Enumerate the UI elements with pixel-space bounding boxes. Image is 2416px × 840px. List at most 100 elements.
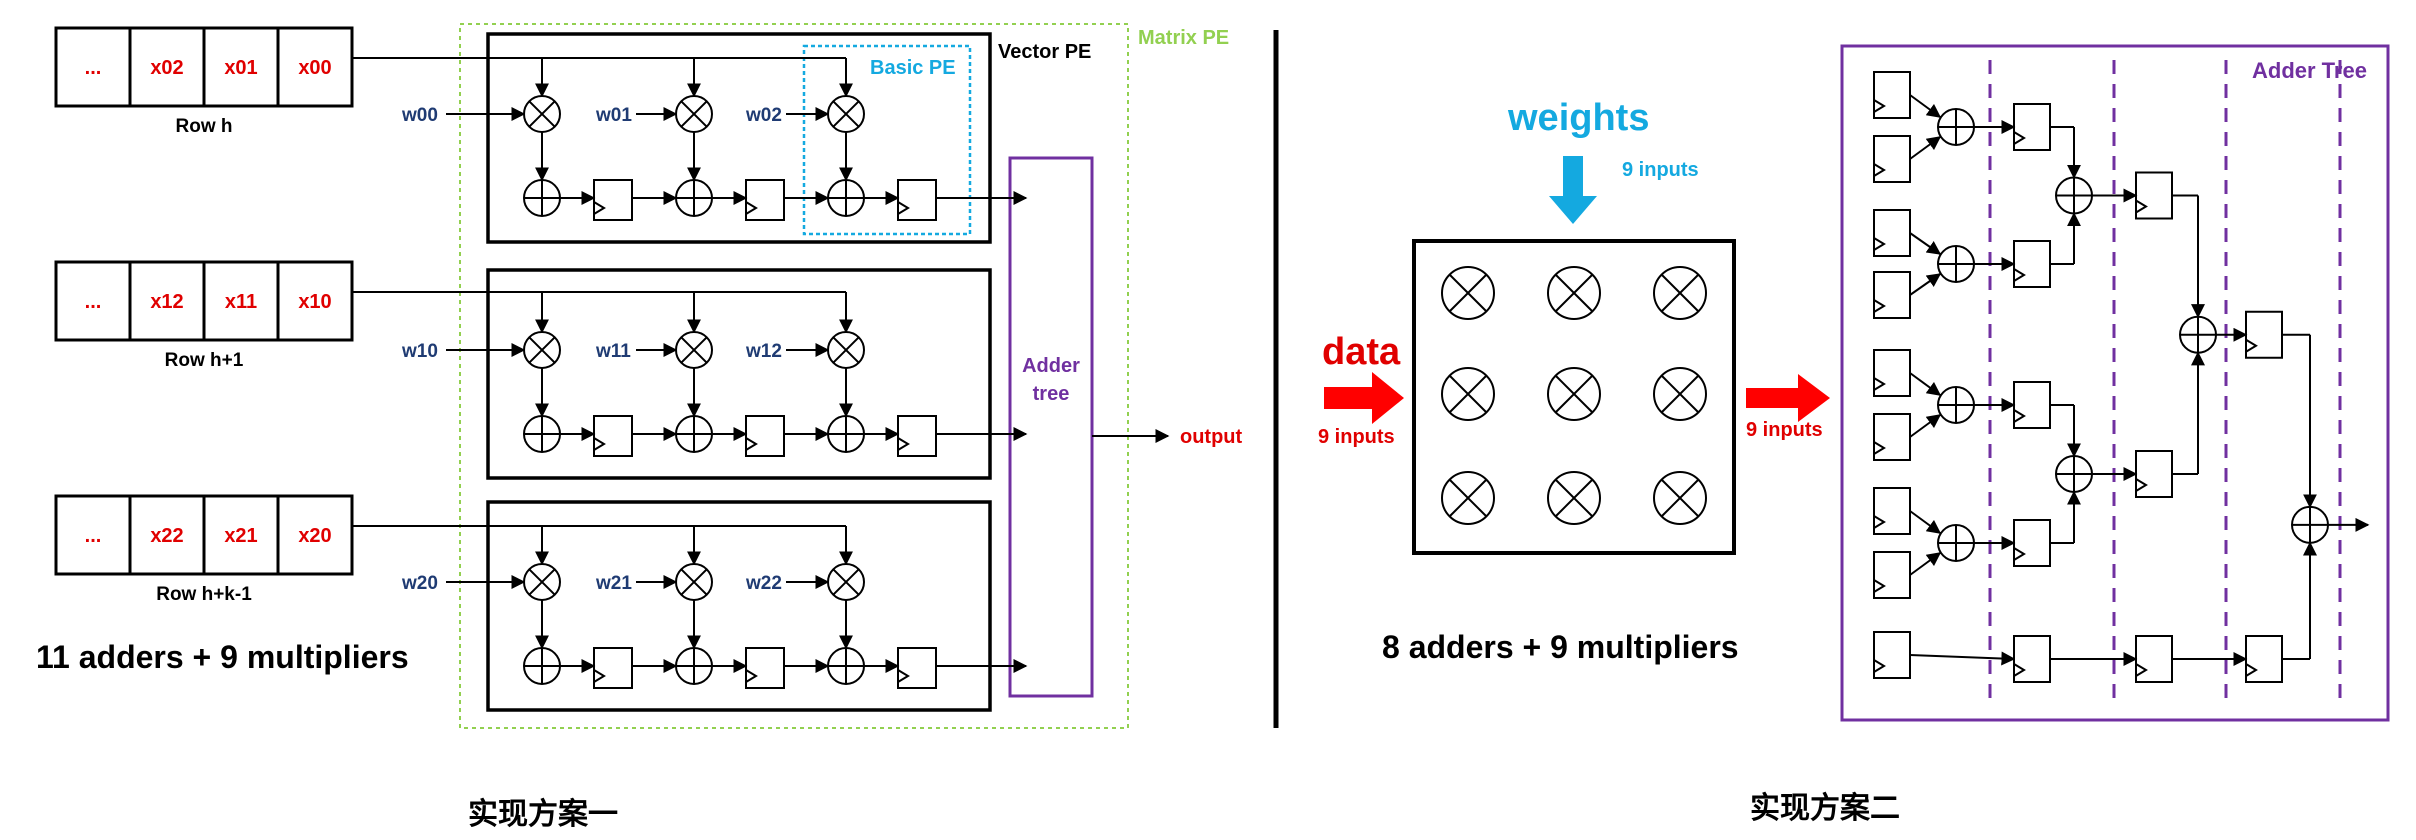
register-box [2013,240,2051,288]
register-clock [2245,338,2258,353]
multiplier-cross-b [528,100,556,128]
basic-pe-box [802,44,972,236]
input-cell [54,494,132,576]
stage1-register [2013,103,2051,151]
scheme2-caption: 实现方案二 [1750,791,1900,825]
register-box [897,415,937,457]
multiplier-array-box [1412,239,1736,555]
wire [1909,552,1942,576]
register-box [2013,635,2051,683]
register-box [1873,135,1911,183]
matrix-pe-label: Matrix PE [1138,27,1229,49]
data-inputs-label: 9 inputs [1318,426,1395,448]
weight-label: w20 [401,573,438,594]
vector-pe-rows: ... x02 x01 x00 Row h w00 w01 w02... x12 x11 x10 Ro… [54,26,1028,712]
multiplier-cross-b [1448,273,1488,313]
register-box [2245,635,2283,683]
weight-label: w11 [595,341,631,362]
multiplier-cross-b [680,100,708,128]
vector-pe-row-3: ... x22 x21 x20 Row h+k-1 w20 w21 w22 [54,494,1028,712]
multiplier-cross-b [832,336,860,364]
wire [1909,414,1942,438]
input-cell-label: ... [85,291,102,313]
weight-label: w00 [401,105,438,126]
vector-pe-box [486,268,992,480]
register-clock [2013,663,2026,677]
array-multiplier [1547,367,1601,421]
weights-arrow [1549,156,1597,224]
register-clock [2013,131,2026,145]
multiplier-cross-b [1554,374,1594,414]
row-label: Row h [176,116,233,137]
register-box [1873,271,1911,319]
final-adder [2291,505,2329,544]
wire [1909,94,1942,118]
register [897,647,937,689]
mid-inputs-label: 9 inputs [1746,419,1823,441]
vector-pe-label: Vector PE [998,41,1091,63]
input-register [1873,71,1911,119]
scheme1-summary: 11 adders + 9 multipliers [36,639,409,675]
register-clock [1873,659,1886,673]
input-cell [54,260,132,342]
array-multiplier [1441,367,1495,421]
adder-tree-pipeline-label: Adder Tree [2252,58,2367,83]
input-register [1873,135,1911,183]
input-cell-label: ... [85,525,102,547]
adder [827,415,865,453]
input-cell-label: x11 [225,291,257,313]
register [593,415,633,457]
stage3-register [2245,635,2283,683]
input-register [1873,631,1911,679]
register-clock [593,669,606,683]
multiplier [827,95,865,133]
register-box [745,415,785,457]
adder-tree-pipeline-box [1840,44,2390,722]
matrix-pe-box [459,23,1129,729]
multiplier [675,563,713,601]
weights-inputs-label: 9 inputs [1622,159,1699,181]
register-clock [897,201,910,215]
row-label: Row h+k-1 [156,584,252,605]
adder-tree-box [1008,156,1094,698]
vector-pe-box [486,32,992,244]
input-cell [128,494,206,576]
scheme2-summary: 8 adders + 9 multipliers [1382,629,1739,665]
vector-pe-row-2: ... x12 x11 x10 Row h+1 w10 w11 w12 [54,260,1028,480]
weight-label: w22 [745,573,782,594]
register-clock [2013,409,2026,423]
array-multiplier [1547,471,1601,525]
adder [827,179,865,217]
multiplier-cross-b [1448,478,1488,518]
multiplier-cross-b [680,336,708,364]
input-cell [276,494,354,576]
register [745,179,785,221]
adder [827,647,865,685]
register-clock [745,201,758,215]
register-box [2013,519,2051,567]
input-register [1873,209,1911,257]
input-cell-label: x10 [298,291,331,313]
array-multiplier [1441,266,1495,320]
register [745,647,785,689]
register-box [1873,349,1911,397]
stage2-register [2135,450,2173,498]
register-clock [745,669,758,683]
weight-label: w01 [595,105,632,126]
input-register [1873,487,1911,535]
stage2-register [2135,635,2173,683]
register-box [593,647,633,689]
register-clock [1873,579,1886,593]
scheme1: Matrix PE Vector PE Basic PE Adder tree … [36,23,1243,831]
register-clock [1873,299,1886,313]
stage3-adder [2179,315,2217,354]
input-cell-label: x00 [298,57,331,79]
stage1-adder [1937,524,1975,562]
register-box [1873,551,1911,599]
adder [523,647,561,685]
scheme1-caption: 实现方案一 [468,797,618,831]
array-multiplier [1653,471,1707,525]
register-box [2013,103,2051,151]
register-box [2135,635,2173,683]
